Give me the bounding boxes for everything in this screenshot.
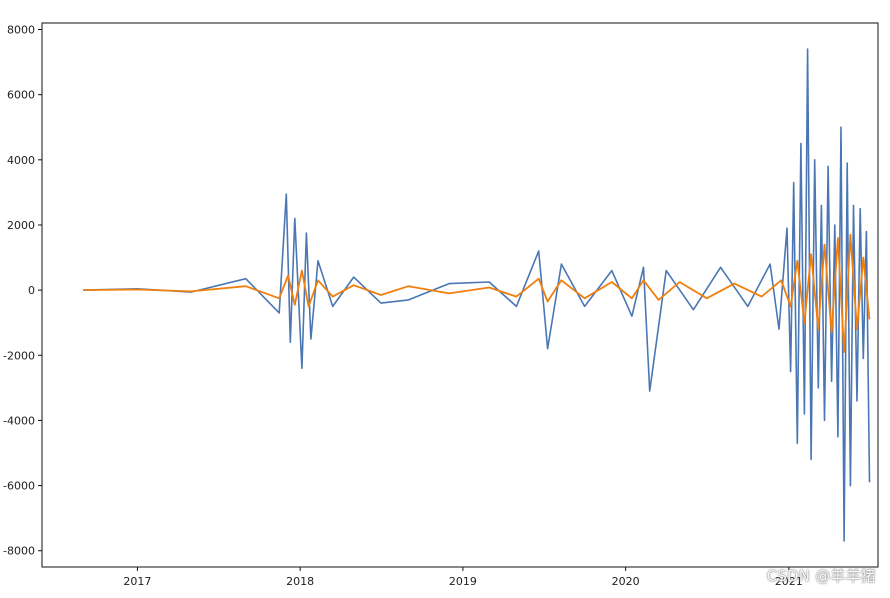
x-tick-label: 2020 xyxy=(612,575,640,588)
x-tick-label: 2019 xyxy=(449,575,477,588)
y-tick-label: 4000 xyxy=(7,154,35,167)
series-layer xyxy=(82,48,871,542)
y-tick-label: 6000 xyxy=(7,89,35,102)
watermark: CSDN @羊羊猪 xyxy=(766,567,876,585)
y-tick-label: -6000 xyxy=(3,480,35,493)
y-tick-label: 2000 xyxy=(7,219,35,232)
plot-frame xyxy=(41,22,879,568)
x-tick-label: 2017 xyxy=(123,575,151,588)
x-tick-label: 2018 xyxy=(286,575,314,588)
y-tick-label: -2000 xyxy=(3,349,35,362)
series-line-1 xyxy=(82,48,871,542)
x-axis: 2017 2018 2019 2020 2021 xyxy=(123,567,803,588)
y-tick-label: 0 xyxy=(28,284,35,297)
series-line-2 xyxy=(82,233,871,353)
y-tick-label: -8000 xyxy=(3,545,35,558)
y-tick-label: -4000 xyxy=(3,414,35,427)
y-axis: 8000 6000 4000 2000 0 -2000 -4000 -6000 -8000 xyxy=(3,24,42,558)
x-tick-label: 2021 xyxy=(775,575,803,588)
y-tick-label: 8000 xyxy=(7,24,35,37)
